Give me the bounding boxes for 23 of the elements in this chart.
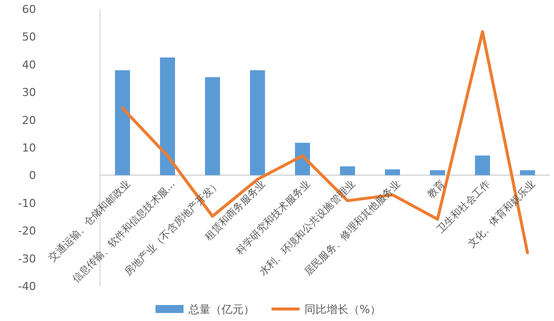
y-tick-label: 10 — [22, 142, 36, 154]
bar — [385, 169, 400, 176]
y-tick-label: 0 — [29, 169, 36, 182]
bar — [250, 70, 265, 176]
bar — [205, 77, 220, 176]
bar — [430, 170, 445, 176]
y-tick-label: 30 — [22, 86, 36, 100]
y-tick-label: 50 — [22, 30, 36, 44]
legend-label: 总量（亿元） — [188, 303, 254, 316]
y-tick-label: -40 — [18, 280, 36, 293]
legend-label: 同比增长（%） — [304, 303, 381, 316]
bar — [115, 70, 130, 176]
bar — [340, 166, 355, 176]
y-tick-label: 40 — [22, 58, 36, 72]
bar — [475, 156, 490, 176]
y-tick-label: -20 — [18, 224, 36, 238]
y-tick-label: -30 — [18, 252, 36, 266]
y-tick-label: 60 — [22, 3, 36, 16]
y-tick-label: -10 — [18, 196, 36, 210]
bar — [160, 57, 175, 176]
y-tick-label: 20 — [22, 114, 36, 127]
bar — [520, 170, 535, 176]
x-tick-label: 教育 — [424, 178, 448, 200]
